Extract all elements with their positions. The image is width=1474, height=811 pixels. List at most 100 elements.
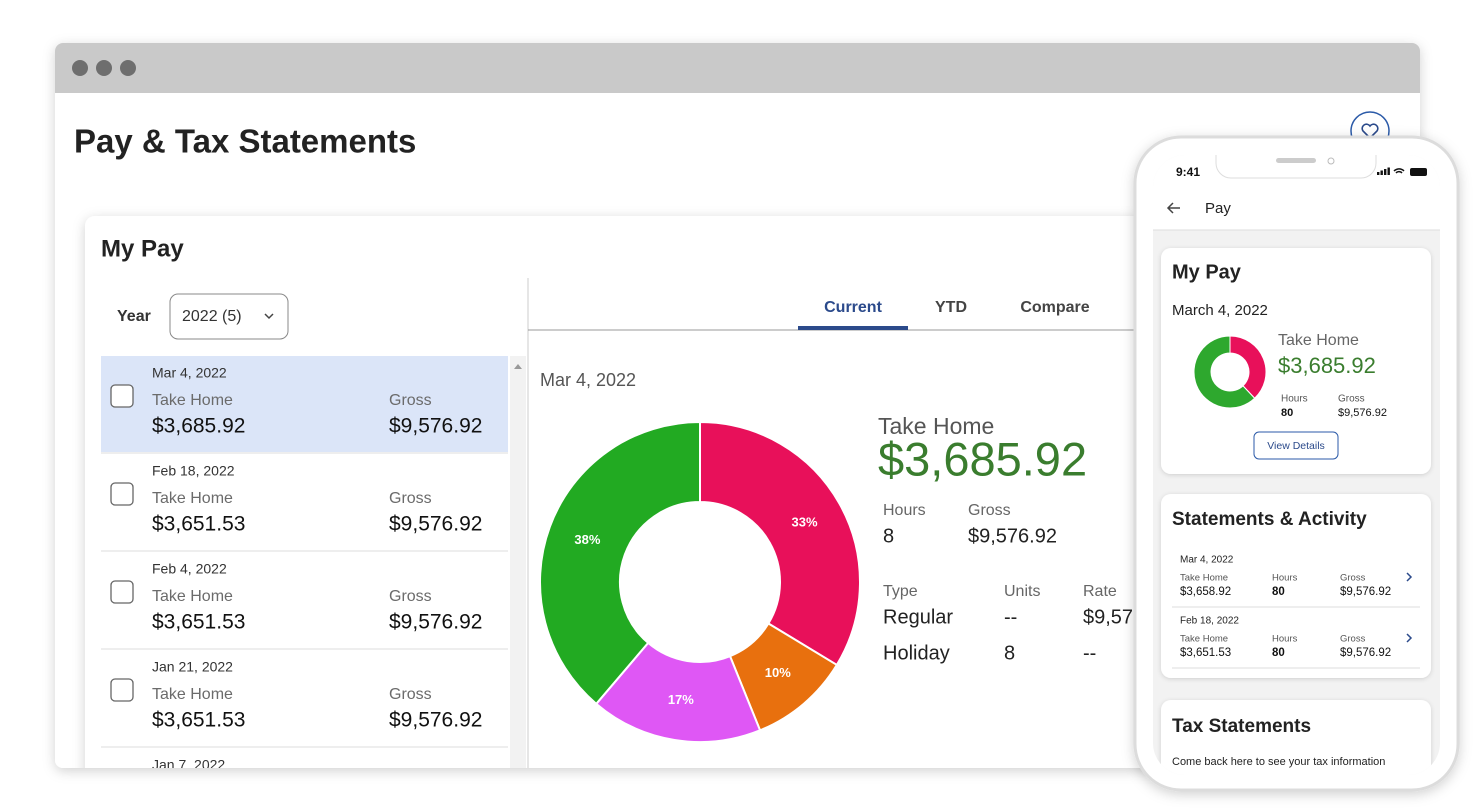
- view-details-button[interactable]: View Details: [1253, 431, 1339, 460]
- take-home-amount: $3,651.53: [1180, 647, 1231, 659]
- detail-gross: $9,576.92: [968, 525, 1057, 547]
- gross-amount: $9,576.92: [389, 513, 482, 536]
- hours-value: 80: [1281, 407, 1293, 419]
- take-home-amount: $3,685.92: [152, 415, 245, 438]
- row-date: Feb 18, 2022: [152, 463, 235, 479]
- row-bg: [101, 552, 508, 648]
- row-date: Mar 4, 2022: [1180, 555, 1234, 566]
- activity-row[interactable]: Mar 4, 2022 Take Home $3,658.92 Hours 80 Gros…: [1172, 555, 1420, 608]
- take-home-label: Take Home: [1180, 573, 1228, 584]
- gross-amount: $9,576.92: [389, 709, 482, 732]
- table-cell: Regular: [883, 606, 953, 628]
- year-dropdown[interactable]: 2022 (5): [169, 293, 289, 340]
- row-date: Jan 7, 2022: [152, 757, 225, 773]
- page-title: Pay & Tax Statements: [74, 123, 416, 160]
- row-bg: [101, 748, 508, 768]
- row-checkbox[interactable]: [110, 580, 134, 604]
- row-date: Jan 21, 2022: [152, 659, 233, 675]
- year-label: Year: [117, 308, 151, 325]
- row-date: Feb 4, 2022: [152, 561, 227, 577]
- signal-bar: [1387, 167, 1390, 175]
- segment-label: 33%: [792, 515, 818, 530]
- donut-segment: [1229, 335, 1267, 399]
- take-home-label: Take Home: [152, 588, 233, 605]
- row-bg: [101, 454, 508, 550]
- detail-take-home-label: Take Home: [878, 413, 994, 439]
- gross-value: $9,576.92: [1338, 407, 1387, 419]
- activity-row[interactable]: Feb 18, 2022 Take Home $3,651.53 Hours 80 Gro…: [1172, 616, 1420, 669]
- wifi-icon: [1393, 168, 1405, 174]
- gross-label: Gross: [389, 490, 432, 507]
- phone-card: [1161, 494, 1431, 678]
- card-title: Statements & Activity: [1172, 509, 1367, 530]
- dropdown-caret: [264, 313, 274, 320]
- card-title: Tax Statements: [1172, 716, 1311, 737]
- take-home-amount: $3,651.53: [152, 709, 245, 732]
- battery: [1410, 168, 1427, 176]
- hours-label: Hours: [1281, 394, 1308, 405]
- gross-value: $9,576.92: [1340, 586, 1391, 598]
- statement-row[interactable]: Feb 4, 2022 Take Home $3,651.53 Gross $9,576…: [101, 552, 508, 650]
- scrollbar: [510, 356, 526, 768]
- card-title: My Pay: [101, 235, 184, 262]
- tab[interactable]: Current: [824, 299, 882, 316]
- gross-amount: $9,576.92: [389, 611, 482, 634]
- button-box: [1253, 431, 1339, 460]
- gross-label: Gross: [1340, 573, 1366, 584]
- dropdown-box: [169, 293, 289, 340]
- row-date: Feb 18, 2022: [1180, 616, 1239, 627]
- statement-row[interactable]: Jan 21, 2022 Take Home $3,651.53 Gross $9,57…: [101, 650, 508, 748]
- window-dot: [96, 60, 112, 76]
- row-checkbox[interactable]: [110, 678, 134, 702]
- table-cell: --: [1083, 642, 1096, 664]
- gross-label: Gross: [1338, 394, 1365, 405]
- browser-window: Pay & Tax Statements My Pay Year 2022 (5) Ma…: [55, 43, 1420, 811]
- row-bg: [101, 356, 508, 452]
- window-dot: [120, 60, 136, 76]
- signal-bar: [1380, 170, 1383, 175]
- table-cell: 8: [1004, 642, 1015, 664]
- table-cell: --: [1004, 606, 1017, 628]
- table-header: Units: [1004, 583, 1040, 600]
- signal-bar: [1384, 169, 1387, 175]
- gross-value: $9,576.92: [1340, 647, 1391, 659]
- take-home-label: Take Home: [1180, 634, 1228, 645]
- back-arrow[interactable]: [1166, 202, 1180, 214]
- screen-title: Pay: [1205, 200, 1231, 217]
- statement-row[interactable]: Feb 18, 2022 Take Home $3,651.53 Gross $9,57…: [101, 454, 508, 552]
- donut-segment: [1193, 335, 1256, 409]
- detail-gross-label: Gross: [968, 502, 1011, 519]
- signal-bar: [1377, 172, 1380, 175]
- tab[interactable]: YTD: [935, 299, 967, 316]
- segment-label: 17%: [668, 692, 694, 707]
- gross-label: Gross: [1340, 634, 1366, 645]
- take-home-label: Take Home: [152, 392, 233, 409]
- take-home-amount: $3,651.53: [152, 611, 245, 634]
- row-checkbox[interactable]: [110, 384, 134, 408]
- phone-card: [1161, 700, 1431, 775]
- phone-notch: [1215, 155, 1377, 179]
- statement-row[interactable]: Mar 4, 2022 Take Home $3,685.92 Gross $9,576…: [101, 356, 508, 454]
- row-checkbox[interactable]: [111, 777, 133, 799]
- detail-hours: 8: [883, 525, 894, 547]
- segment-label: 10%: [765, 665, 791, 680]
- row-checkbox[interactable]: [110, 482, 134, 506]
- button-label: View Details: [1267, 440, 1325, 452]
- table-header: Rate: [1083, 583, 1117, 600]
- phone-screen: 9:41 Pay My Pay March 4, 2022 Take Home $3,68…: [1153, 155, 1440, 775]
- hours-value: 80: [1272, 647, 1285, 659]
- table-header: Type: [883, 583, 918, 600]
- phone-card: [1161, 248, 1431, 474]
- camera: [1327, 157, 1335, 165]
- window-dot: [72, 60, 88, 76]
- table-cell: Holiday: [883, 642, 950, 664]
- take-home-amount: $3,658.92: [1180, 586, 1231, 598]
- dropdown-value: 2022 (5): [182, 308, 242, 325]
- donut-segment: [594, 641, 762, 744]
- gross-label: Gross: [389, 588, 432, 605]
- tab[interactable]: Compare: [1020, 299, 1089, 316]
- hours-label: Hours: [1272, 573, 1298, 584]
- statement-row[interactable]: Jan 7, 2022: [101, 748, 508, 811]
